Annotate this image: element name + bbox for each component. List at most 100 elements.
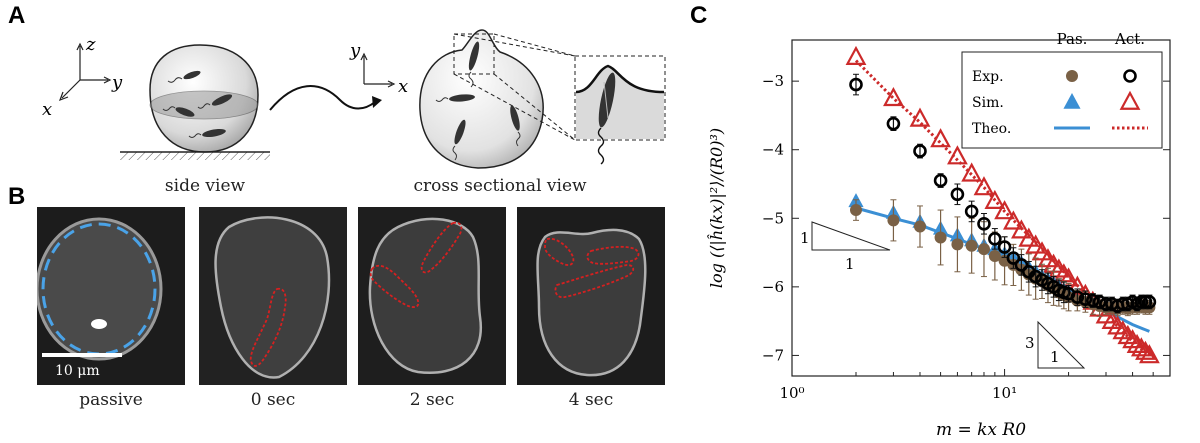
- active-outline: [586, 245, 640, 265]
- data-point: [964, 204, 979, 219]
- data-point: [951, 238, 964, 251]
- data-point: [997, 240, 1012, 254]
- cross-section-vesicle: [419, 29, 544, 169]
- legend-row-label: Theo.: [972, 121, 1011, 137]
- panel-letter-b: B: [8, 183, 26, 210]
- data-point: [887, 214, 900, 227]
- x-tick-label: 10¹: [992, 384, 1017, 402]
- legend-marker: [1123, 69, 1137, 83]
- slope-triangle: [1037, 320, 1086, 369]
- data-point: [1018, 227, 1040, 247]
- data-point: [1070, 290, 1085, 304]
- data-point: [1085, 293, 1100, 308]
- y-tick-label: −4: [762, 141, 784, 159]
- data-point: [1142, 295, 1157, 309]
- data-point: [1126, 333, 1148, 353]
- frame-label-0sec: 0 sec: [250, 390, 296, 410]
- data-point: [886, 116, 901, 131]
- y-tick-label: −5: [762, 209, 784, 227]
- zoom-inset: [453, 33, 666, 165]
- data-point: [947, 145, 968, 165]
- scale-bar-label: 10 μm: [55, 363, 100, 379]
- data-point: [984, 189, 1006, 209]
- legend-marker: [1119, 90, 1141, 110]
- data-point: [913, 144, 927, 158]
- data-point: [1011, 219, 1032, 239]
- data-point: [913, 220, 926, 233]
- data-point: [1117, 324, 1139, 345]
- data-point: [909, 107, 931, 127]
- data-point: [977, 216, 991, 231]
- axis-x2-label: x: [398, 76, 408, 97]
- series-line: [854, 59, 1151, 357]
- data-point: [933, 173, 948, 188]
- transition-arrow: [269, 85, 376, 111]
- data-point: [988, 250, 1001, 262]
- data-point: [1130, 337, 1152, 357]
- legend-row-label: Sim.: [972, 95, 1004, 111]
- data-point: [965, 239, 978, 252]
- legend-marker: [1066, 70, 1078, 82]
- slope-triangle: [811, 221, 891, 251]
- legend-row-label: Exp.: [972, 69, 1004, 85]
- slope-run-label: 1: [845, 255, 855, 273]
- axis-y2-label: y: [349, 40, 361, 61]
- frame-2sec-image: [358, 207, 506, 385]
- active-outline: [544, 237, 575, 266]
- active-outline: [369, 264, 420, 308]
- x-tick-label: 10⁰: [779, 384, 804, 402]
- data-point: [849, 77, 863, 92]
- frame-label-passive: passive: [79, 390, 143, 410]
- plot-area: [791, 39, 1171, 377]
- legend-column-header: Pas.: [1057, 30, 1088, 48]
- frame-0sec-image: [199, 207, 347, 385]
- spectrum-chart: 10⁰ 10¹ −3 −4 −5 −6 −7 Pas. Act. Exp. Sim. Theo. 1…: [706, 30, 1171, 440]
- data-point: [988, 232, 1002, 246]
- data-point: [1025, 234, 1047, 254]
- data-point: [845, 45, 867, 65]
- axis-x-label: x: [42, 99, 52, 120]
- data-point: [934, 231, 947, 244]
- data-point: [1122, 329, 1143, 349]
- y-tick-label: −7: [762, 346, 784, 364]
- panel-letter-a: A: [8, 2, 26, 29]
- axis-y-label: y: [111, 72, 123, 93]
- scale-bar: [42, 353, 122, 357]
- data-point: [961, 162, 983, 182]
- panel-letter-c: C: [690, 2, 708, 29]
- y-axis-label: log (⟨|ĥ(kx)|²⟩/(R0)³): [706, 128, 726, 288]
- frame-4sec-image: [517, 207, 665, 385]
- y-tick-label: −6: [762, 278, 784, 296]
- data-point: [1014, 258, 1029, 272]
- data-point: [977, 243, 990, 256]
- data-point: [994, 200, 1015, 220]
- side-view-caption: side view: [164, 176, 246, 196]
- frame-label-2sec: 2 sec: [409, 390, 455, 410]
- active-outline: [554, 264, 635, 299]
- data-point: [973, 176, 995, 196]
- frame-passive-image: 10 μm: [37, 207, 185, 385]
- data-point: [1092, 295, 1107, 309]
- data-point: [1002, 210, 1024, 230]
- axis-z-label: z: [85, 34, 96, 55]
- data-point: [1139, 344, 1160, 364]
- slope-run-label: 1: [1050, 348, 1060, 366]
- chart-legend: Pas. Act. Exp. Sim. Theo.: [961, 30, 1163, 149]
- data-point: [1134, 295, 1149, 309]
- data-point: [1006, 251, 1021, 265]
- slope-rise-label: 3: [1025, 334, 1035, 352]
- axes-3d-left: [58, 42, 112, 102]
- data-point: [1135, 340, 1156, 360]
- side-view-vesicle: [120, 44, 270, 160]
- axes-2d-right: [360, 52, 396, 88]
- data-point: [930, 128, 951, 148]
- data-point: [1078, 292, 1093, 307]
- data-point: [849, 204, 862, 217]
- legend-column-header: Act.: [1114, 30, 1145, 48]
- active-outline: [249, 287, 287, 367]
- legend-box: [961, 51, 1163, 149]
- cross-section-caption: cross sectional view: [413, 176, 587, 196]
- panel-a-schematic: z y x y x: [42, 29, 666, 169]
- legend-marker: [1063, 93, 1081, 109]
- y-tick-label: −3: [762, 72, 784, 90]
